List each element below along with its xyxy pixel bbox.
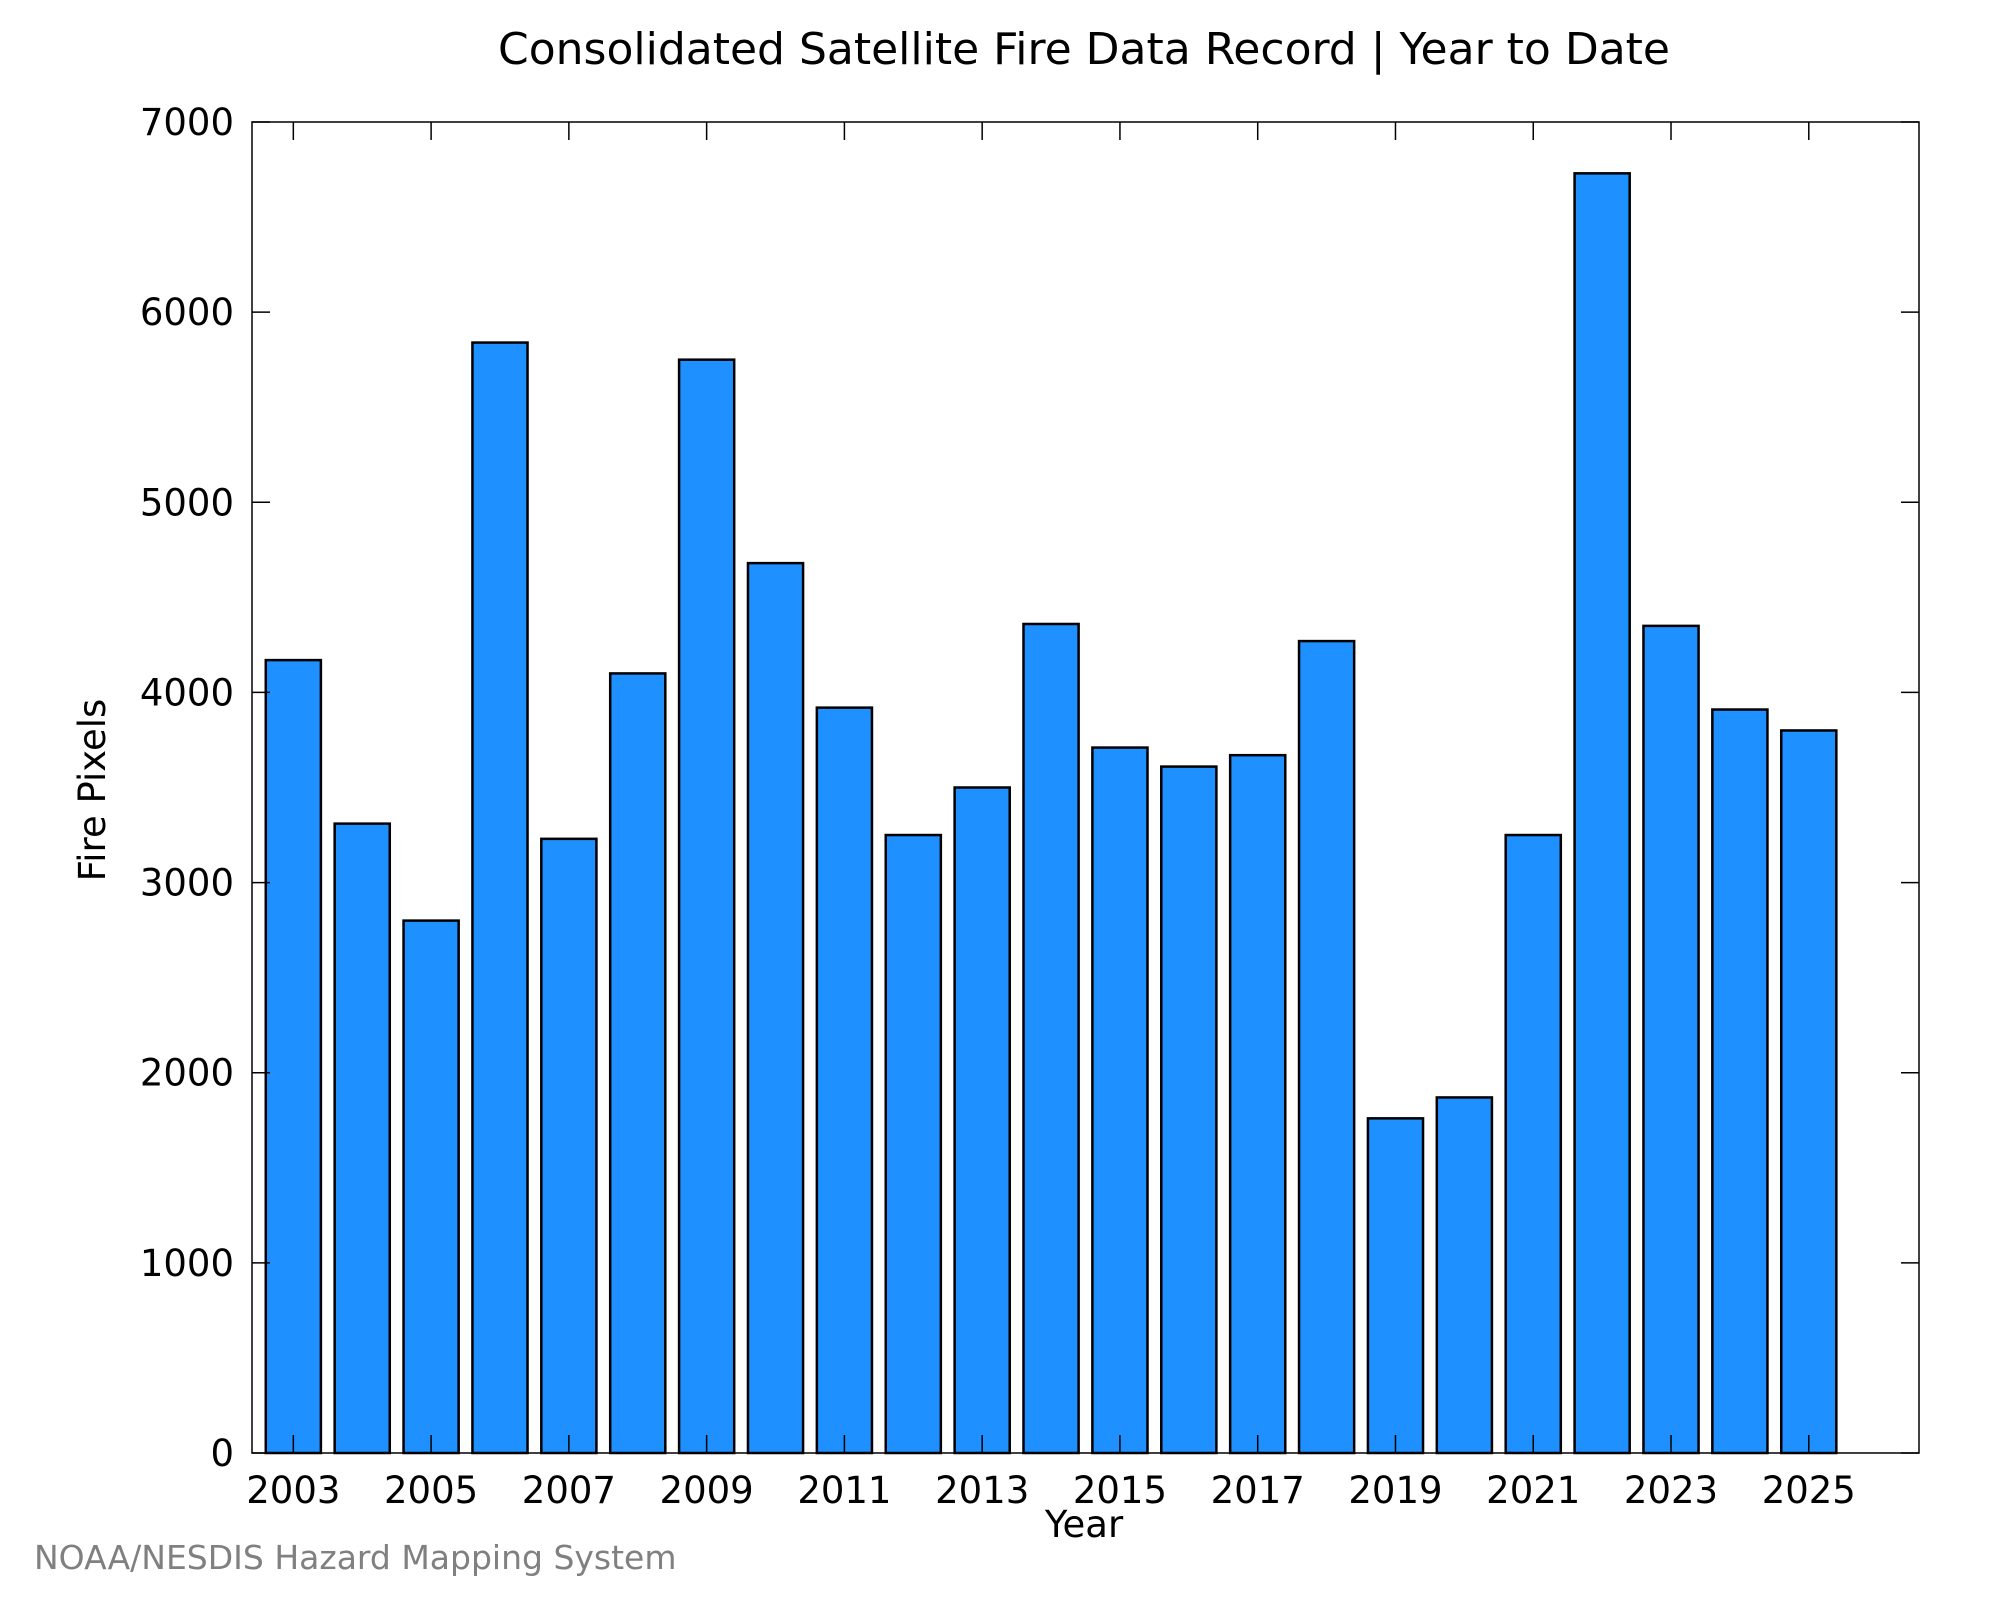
y-tick-label: 7000	[140, 101, 234, 144]
x-tick-label: 2019	[1348, 1469, 1442, 1512]
bar-2020	[1435, 1096, 1494, 1455]
plot-frame	[251, 121, 1920, 1454]
bar-2010	[746, 561, 805, 1455]
bar-2008	[608, 672, 667, 1455]
bar-2012	[884, 833, 943, 1455]
bar-2004	[333, 822, 392, 1455]
bar-2006	[471, 341, 529, 1455]
y-tick-label: 3000	[140, 862, 234, 905]
bar-2022	[1573, 172, 1631, 1455]
y-tick-label: 5000	[140, 481, 234, 524]
bar-2007	[540, 837, 598, 1455]
bar-2019	[1366, 1117, 1425, 1455]
x-tick-label: 2015	[1073, 1469, 1167, 1512]
bar-2025	[1779, 729, 1838, 1455]
bar-2018	[1297, 639, 1356, 1455]
x-tick-label: 2011	[797, 1469, 891, 1512]
bar-2005	[402, 919, 460, 1455]
x-tick-label: 2013	[935, 1469, 1029, 1512]
bar-2009	[677, 358, 736, 1455]
y-tick-label: 4000	[140, 671, 234, 714]
x-axis-label: Year	[1044, 1503, 1124, 1546]
bar-2016	[1160, 765, 1218, 1455]
x-tick-label: 2007	[522, 1469, 616, 1512]
y-tick-label: 6000	[140, 291, 234, 334]
bar-2003	[264, 658, 323, 1455]
bar-2014	[1022, 622, 1080, 1455]
y-axis-label: Fire Pixels	[71, 699, 114, 882]
x-tick-label: 2021	[1486, 1469, 1580, 1512]
y-tick-label: 0	[210, 1432, 234, 1475]
bar-2015	[1091, 746, 1149, 1455]
x-tick-label: 2017	[1211, 1469, 1305, 1512]
y-tick-label: 1000	[140, 1242, 234, 1285]
bar-2013	[953, 786, 1011, 1455]
bar-2017	[1228, 753, 1287, 1455]
source-credit: NOAA/NESDIS Hazard Mapping System	[34, 1538, 677, 1577]
y-tick-label: 2000	[140, 1052, 234, 1095]
bar-2021	[1504, 833, 1563, 1455]
x-tick-label: 2003	[246, 1469, 340, 1512]
x-tick-label: 2023	[1624, 1469, 1718, 1512]
bar-2011	[815, 706, 874, 1455]
bar-2024	[1711, 708, 1769, 1455]
x-tick-label: 2009	[660, 1469, 754, 1512]
x-tick-label: 2025	[1762, 1469, 1856, 1512]
bar-2023	[1642, 624, 1700, 1455]
x-tick-label: 2005	[384, 1469, 478, 1512]
chart-title: Consolidated Satellite Fire Data Record …	[498, 24, 1670, 75]
